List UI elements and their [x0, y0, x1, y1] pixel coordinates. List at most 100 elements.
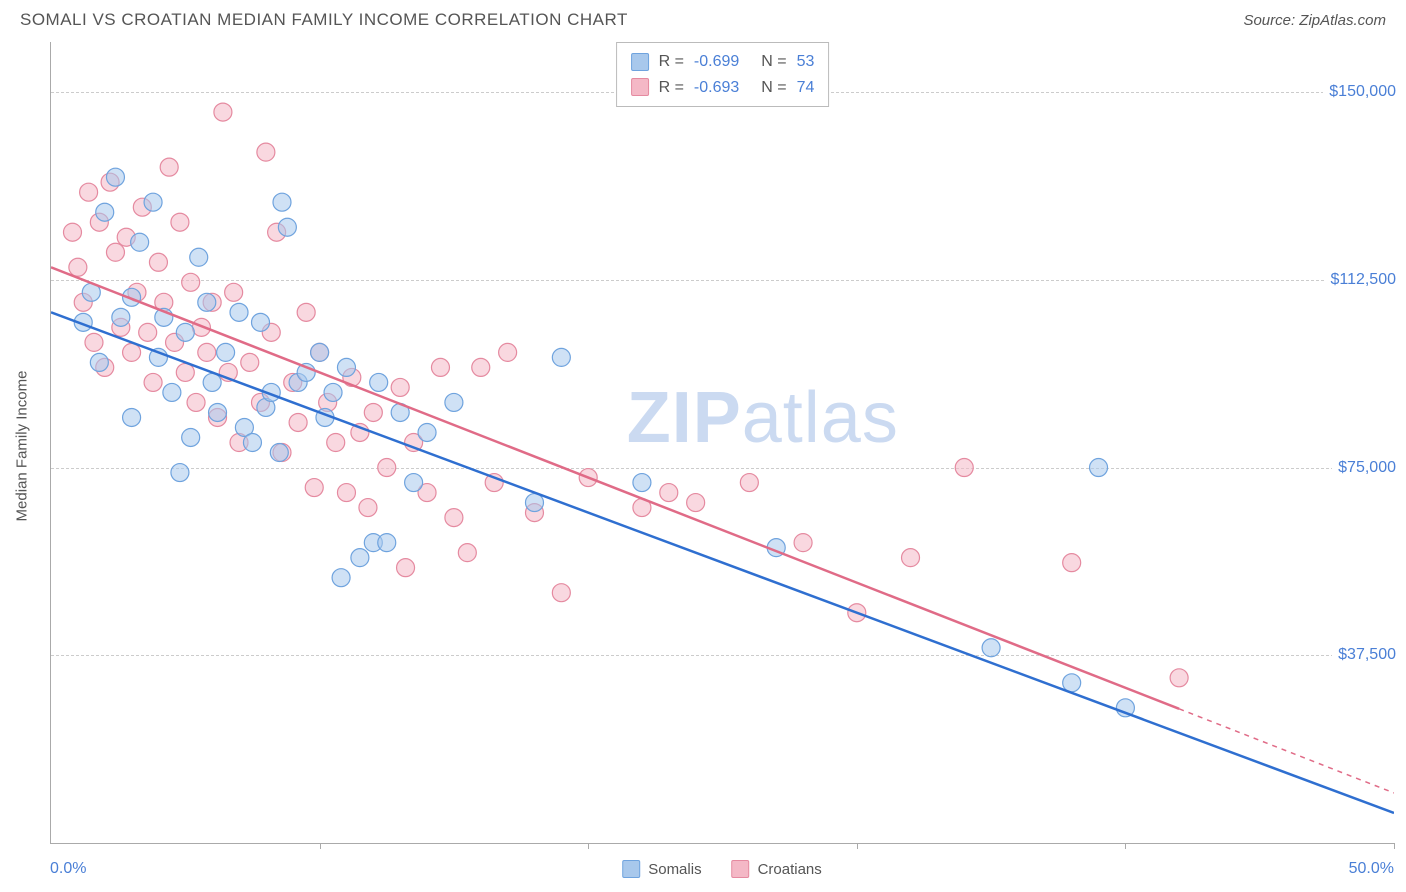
data-point	[364, 403, 382, 421]
data-point	[230, 303, 248, 321]
stats-n-value: 74	[797, 75, 815, 101]
data-point	[337, 358, 355, 376]
data-point	[203, 373, 221, 391]
stats-r-label: R =	[659, 49, 684, 75]
data-point	[324, 383, 342, 401]
data-point	[176, 363, 194, 381]
trend-line	[51, 312, 1394, 813]
data-point	[687, 494, 705, 512]
data-point	[163, 383, 181, 401]
data-point	[278, 218, 296, 236]
data-point	[139, 323, 157, 341]
data-point	[660, 484, 678, 502]
data-point	[525, 494, 543, 512]
stats-r-value: -0.693	[694, 75, 739, 101]
data-point	[445, 393, 463, 411]
data-point	[182, 273, 200, 291]
stats-n-value: 53	[797, 49, 815, 75]
stats-row: R = -0.699 N = 53	[631, 49, 815, 75]
data-point	[171, 213, 189, 231]
data-point	[225, 283, 243, 301]
legend-item: Croatians	[732, 860, 822, 878]
data-point	[217, 343, 235, 361]
stats-n-label: N =	[761, 75, 786, 101]
x-tick	[588, 843, 589, 849]
x-tick	[857, 843, 858, 849]
data-point	[499, 343, 517, 361]
data-point	[85, 333, 103, 351]
data-point	[633, 474, 651, 492]
data-point	[552, 348, 570, 366]
data-point	[198, 293, 216, 311]
data-point	[241, 353, 259, 371]
chart-title: SOMALI VS CROATIAN MEDIAN FAMILY INCOME …	[20, 10, 628, 30]
data-point	[106, 168, 124, 186]
data-point	[187, 393, 205, 411]
chart-area: ZIPatlas R = -0.699N = 53R = -0.693N = 7…	[50, 42, 1394, 844]
data-point	[171, 464, 189, 482]
data-point	[69, 258, 87, 276]
data-point	[1063, 674, 1081, 692]
data-point	[176, 323, 194, 341]
data-point	[305, 479, 323, 497]
x-axis-footer: 0.0% Somalis Croatians 50.0%	[50, 852, 1394, 882]
data-point	[359, 499, 377, 517]
data-point	[1090, 459, 1108, 477]
y-axis-label: Median Family Income	[14, 371, 31, 522]
data-point	[160, 158, 178, 176]
stats-swatch	[631, 53, 649, 71]
data-point	[370, 373, 388, 391]
data-point	[418, 423, 436, 441]
data-point	[311, 343, 329, 361]
data-point	[123, 343, 141, 361]
data-point	[214, 103, 232, 121]
x-tick	[1394, 843, 1395, 849]
data-point	[458, 544, 476, 562]
data-point	[289, 413, 307, 431]
data-point	[351, 549, 369, 567]
x-tick	[320, 843, 321, 849]
data-point	[472, 358, 490, 376]
chart-header: SOMALI VS CROATIAN MEDIAN FAMILY INCOME …	[0, 0, 1406, 36]
data-point	[378, 534, 396, 552]
stats-n-label: N =	[761, 49, 786, 75]
data-point	[270, 444, 288, 462]
data-point	[198, 343, 216, 361]
data-point	[297, 303, 315, 321]
data-point	[955, 459, 973, 477]
x-tick	[1125, 843, 1126, 849]
x-axis-min-label: 0.0%	[50, 860, 86, 878]
data-point	[144, 193, 162, 211]
data-point	[273, 193, 291, 211]
data-point	[405, 474, 423, 492]
stats-swatch	[631, 78, 649, 96]
stats-r-value: -0.699	[694, 49, 739, 75]
data-point	[1063, 554, 1081, 572]
data-point	[397, 559, 415, 577]
legend-label: Croatians	[758, 861, 822, 878]
data-point	[106, 243, 124, 261]
chart-source: Source: ZipAtlas.com	[1243, 12, 1386, 29]
data-point	[243, 434, 261, 452]
plot-svg	[51, 42, 1394, 843]
x-axis-max-label: 50.0%	[1349, 860, 1394, 878]
data-point	[96, 203, 114, 221]
data-point	[190, 248, 208, 266]
data-point	[740, 474, 758, 492]
legend-swatch	[622, 860, 640, 878]
data-point	[445, 509, 463, 527]
data-point	[209, 403, 227, 421]
data-point	[63, 223, 81, 241]
data-point	[378, 459, 396, 477]
plot-area: ZIPatlas R = -0.699N = 53R = -0.693N = 7…	[50, 42, 1394, 844]
data-point	[257, 143, 275, 161]
data-point	[90, 353, 108, 371]
data-point	[149, 253, 167, 271]
data-point	[902, 549, 920, 567]
data-point	[431, 358, 449, 376]
legend-label: Somalis	[648, 861, 701, 878]
stats-row: R = -0.693 N = 74	[631, 75, 815, 101]
legend-item: Somalis	[622, 860, 701, 878]
data-point	[80, 183, 98, 201]
stats-r-label: R =	[659, 75, 684, 101]
